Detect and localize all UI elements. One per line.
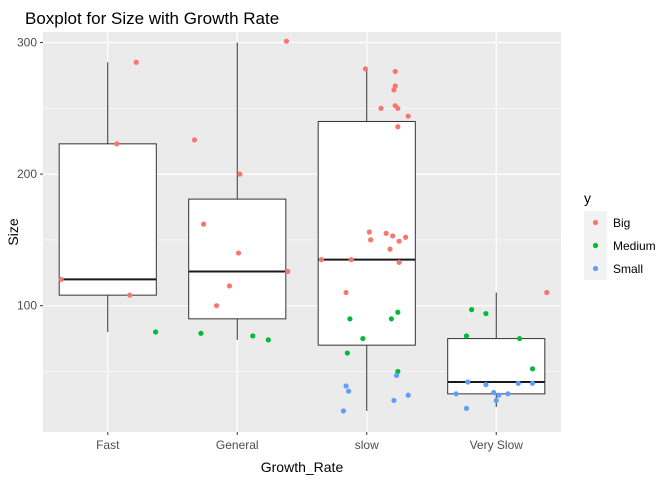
data-point-medium	[198, 330, 204, 336]
data-point-big	[200, 221, 207, 227]
chart-title: Boxplot for Size with Growth Rate	[25, 9, 279, 28]
legend-swatch	[592, 265, 599, 272]
data-point-big	[395, 124, 401, 130]
data-point-big	[226, 283, 233, 289]
box-body	[188, 198, 287, 320]
data-point-small	[343, 383, 349, 389]
legend-swatch	[592, 242, 599, 249]
data-point-small	[505, 391, 511, 397]
data-point-big	[396, 259, 402, 265]
data-point-medium	[483, 310, 489, 317]
data-point-big	[237, 171, 243, 177]
data-point-small	[453, 391, 459, 397]
data-point-small	[483, 382, 489, 388]
data-point-big	[383, 230, 389, 236]
data-point-big	[285, 268, 291, 275]
data-point-small	[465, 379, 471, 385]
data-point-medium	[469, 307, 475, 313]
data-point-medium	[265, 337, 271, 343]
y-tick-label: 200	[17, 167, 37, 181]
legend-item-big: Big	[584, 211, 630, 234]
box-body	[317, 120, 416, 346]
data-point-medium	[395, 309, 401, 315]
legend: y Big Medium Small	[584, 190, 656, 280]
data-point-medium	[388, 316, 394, 322]
data-point-small	[496, 392, 502, 398]
data-point-big	[392, 83, 398, 89]
data-point-big	[283, 38, 290, 44]
box-slow	[317, 68, 416, 411]
data-point-big	[378, 105, 384, 111]
box-body	[447, 338, 546, 395]
box-body	[58, 143, 157, 296]
legend-label: Medium	[613, 239, 656, 253]
data-point-medium	[347, 316, 353, 322]
data-point-small	[391, 397, 397, 404]
legend-item-medium: Medium	[584, 234, 656, 257]
data-point-big	[390, 233, 396, 239]
data-point-medium	[153, 329, 159, 335]
points-layer	[58, 38, 550, 414]
data-point-big	[127, 292, 133, 298]
x-axis: Fast General slow Very Slow	[96, 432, 523, 452]
legend-title: y	[584, 190, 591, 206]
box-general	[188, 42, 287, 340]
data-point-big	[213, 303, 220, 309]
data-point-big	[114, 141, 120, 147]
data-point-small	[405, 392, 411, 398]
data-point-medium	[395, 368, 401, 375]
data-point-big	[133, 59, 139, 65]
x-tick-label: slow	[355, 438, 379, 452]
legend-label: Big	[613, 216, 630, 230]
data-point-big	[405, 113, 411, 119]
data-point-big	[403, 234, 409, 240]
data-point-medium	[529, 366, 536, 372]
data-point-big	[235, 250, 242, 256]
data-point-big	[392, 68, 398, 75]
data-point-big	[191, 137, 198, 143]
legend-swatch	[592, 219, 599, 226]
x-tick-label: General	[216, 438, 259, 452]
data-point-medium	[344, 350, 350, 356]
data-point-big	[395, 105, 401, 111]
data-point-small	[491, 389, 497, 396]
data-point-small	[393, 372, 400, 379]
data-point-big	[366, 229, 372, 235]
data-point-big	[348, 257, 354, 263]
x-tick-label: Very Slow	[470, 438, 524, 452]
data-point-small	[493, 397, 499, 404]
data-point-medium	[516, 335, 523, 342]
y-tick-label: 100	[17, 299, 37, 313]
data-point-big	[544, 289, 550, 296]
boxes-layer	[58, 42, 546, 411]
data-point-big	[387, 246, 393, 252]
data-point-big	[368, 237, 374, 243]
data-point-small	[515, 380, 521, 386]
data-point-big	[343, 289, 349, 296]
data-point-small	[463, 405, 470, 411]
data-point-medium	[360, 335, 366, 342]
y-axis: 100 200 300	[17, 36, 43, 313]
box-very-slow	[447, 292, 546, 407]
y-axis-title: Size	[5, 218, 21, 245]
data-point-small	[340, 408, 347, 414]
data-point-big	[58, 276, 64, 282]
legend-item-small: Small	[584, 257, 643, 280]
data-point-small	[529, 380, 536, 386]
y-tick-label: 300	[17, 36, 37, 50]
data-point-big	[396, 238, 402, 244]
legend-label: Small	[613, 262, 643, 276]
box-fast	[58, 62, 157, 332]
data-point-small	[346, 388, 352, 394]
data-point-medium	[463, 333, 470, 339]
data-point-big	[362, 66, 369, 72]
x-tick-label: Fast	[96, 438, 120, 452]
data-point-big	[318, 257, 325, 263]
x-axis-title: Growth_Rate	[261, 459, 344, 475]
data-point-medium	[250, 333, 256, 339]
data-point-big	[391, 87, 397, 93]
